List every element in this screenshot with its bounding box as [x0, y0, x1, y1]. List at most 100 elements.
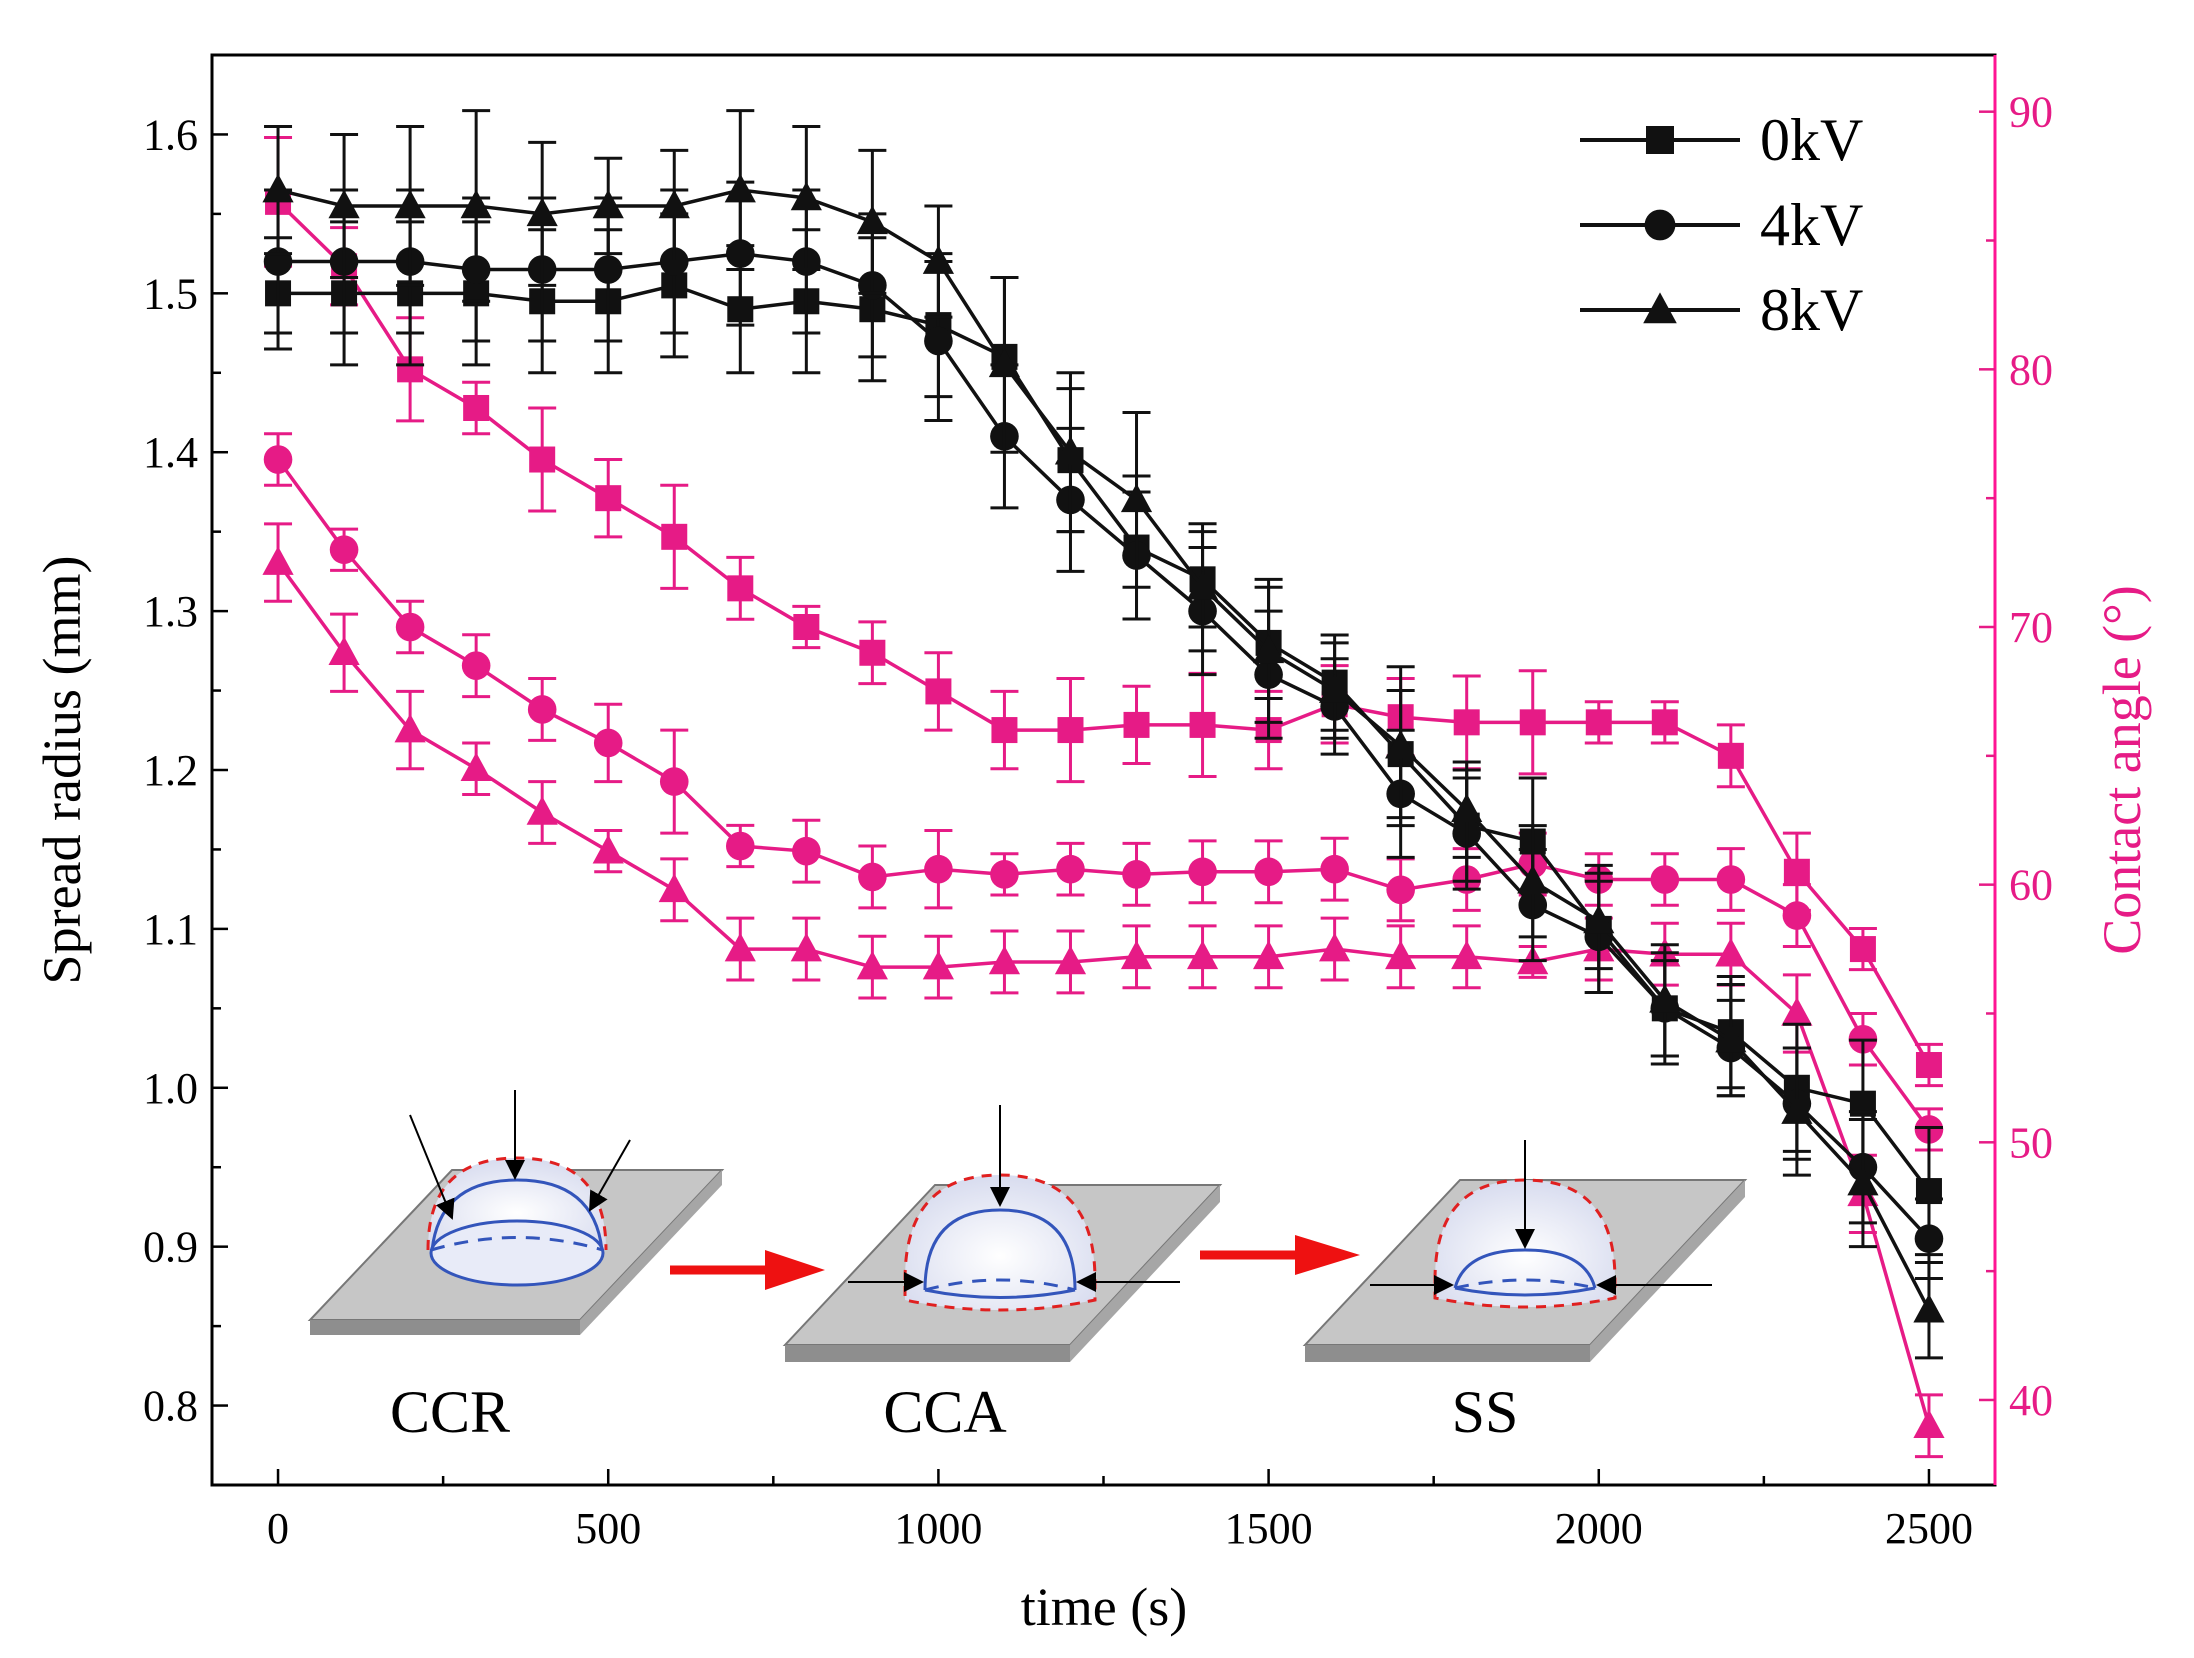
data-point: [395, 612, 425, 642]
data-point: [394, 189, 426, 219]
data-point: [725, 831, 755, 861]
y-tick-label: 0.8: [143, 1382, 198, 1431]
data-point: [1451, 793, 1483, 823]
y2-tick-label: 40: [2009, 1376, 2053, 1425]
y-tick-label: 1.1: [143, 905, 198, 954]
data-point: [1783, 858, 1810, 885]
x-tick-label: 0: [267, 1504, 289, 1553]
data-point: [1054, 945, 1087, 975]
series-line: [278, 283, 1931, 1193]
x-tick-label: 1500: [1225, 1504, 1313, 1553]
y-axis-title: Spread radius (mm): [32, 556, 92, 985]
x-tick-label: 1000: [894, 1504, 982, 1553]
data-point: [1254, 857, 1283, 887]
legend-label: 0kV: [1760, 107, 1863, 173]
series-right-4kV: [263, 432, 1944, 1152]
series-layer: [262, 109, 1945, 1459]
data-point: [1585, 709, 1612, 736]
data-point: [1716, 865, 1746, 894]
x-axis-title: time (s): [1021, 1577, 1187, 1637]
data-point: [991, 717, 1018, 744]
data-point: [526, 197, 558, 227]
data-point: [1186, 940, 1219, 970]
data-point: [925, 678, 952, 705]
series-right-0kV: [264, 135, 1943, 1088]
data-point: [1453, 709, 1480, 736]
data-point: [526, 796, 558, 825]
data-point: [1252, 940, 1285, 970]
data-point: [1385, 940, 1417, 970]
legend-marker: [1646, 126, 1674, 154]
data-point: [1849, 936, 1876, 963]
data-point: [1915, 1052, 1942, 1079]
data-point: [1913, 1409, 1945, 1439]
data-point: [1319, 674, 1351, 703]
data-point: [1054, 435, 1087, 465]
data-point: [262, 546, 294, 575]
inset-label-ss: SS: [1452, 1379, 1519, 1445]
data-point: [1715, 937, 1747, 967]
data-point: [262, 173, 294, 203]
data-point: [658, 873, 690, 903]
data-point: [1650, 865, 1680, 894]
x-tick-label: 2500: [1885, 1504, 1973, 1553]
data-point: [988, 348, 1021, 378]
data-point: [460, 189, 492, 219]
data-point: [922, 950, 955, 980]
legend-marker: [1643, 292, 1677, 324]
y-tick-label: 1.6: [143, 110, 198, 159]
data-point: [790, 932, 822, 962]
data-point: [1385, 729, 1417, 759]
series-line: [276, 458, 1931, 1131]
series-line: [278, 251, 1931, 1240]
data-point: [1519, 709, 1546, 736]
y-tick-label: 1.2: [143, 746, 198, 795]
data-point: [328, 636, 360, 666]
legend: 0kV 4kV 8kV: [1580, 107, 1863, 343]
series-left-8kV: [262, 109, 1945, 1360]
data-point: [1320, 854, 1349, 884]
y-tick-label: 1.5: [143, 269, 198, 318]
data-point: [593, 255, 623, 284]
data-point: [1188, 857, 1217, 887]
data-point: [1056, 854, 1085, 884]
data-point: [1583, 904, 1615, 934]
series-line: [276, 200, 1931, 1066]
inset-arrow-2: [1200, 1235, 1360, 1275]
data-point: [856, 205, 888, 235]
data-point: [724, 173, 756, 203]
data-point: [1649, 984, 1681, 1013]
data-point: [592, 189, 624, 219]
legend-label: 4kV: [1760, 192, 1863, 258]
data-point: [1120, 940, 1153, 970]
y-tick-label: 1.4: [143, 428, 198, 477]
data-point: [858, 862, 887, 892]
data-point: [1715, 1023, 1747, 1053]
data-point: [1186, 570, 1219, 600]
data-point: [1451, 940, 1483, 970]
data-point: [595, 485, 622, 512]
data-point: [1120, 483, 1153, 513]
data-point: [1057, 717, 1084, 744]
x-tick-label: 500: [575, 1504, 641, 1553]
data-point: [856, 950, 888, 980]
data-point: [593, 728, 623, 758]
inset-ccr: [307, 1090, 725, 1335]
data-point: [1781, 1095, 1813, 1124]
data-point: [1651, 709, 1678, 736]
data-point: [658, 189, 690, 219]
data-point: [793, 614, 820, 640]
data-point: [792, 836, 821, 866]
y2-tick-label: 90: [2009, 88, 2053, 137]
data-point: [988, 945, 1021, 975]
data-point: [1847, 1166, 1879, 1196]
inset-label-ccr: CCR: [390, 1379, 510, 1445]
data-point: [463, 394, 490, 421]
inset-arrow-1: [670, 1250, 825, 1290]
series-line: [277, 188, 1931, 1312]
data-point: [263, 445, 293, 474]
data-point: [527, 695, 557, 724]
data-point: [924, 854, 953, 884]
